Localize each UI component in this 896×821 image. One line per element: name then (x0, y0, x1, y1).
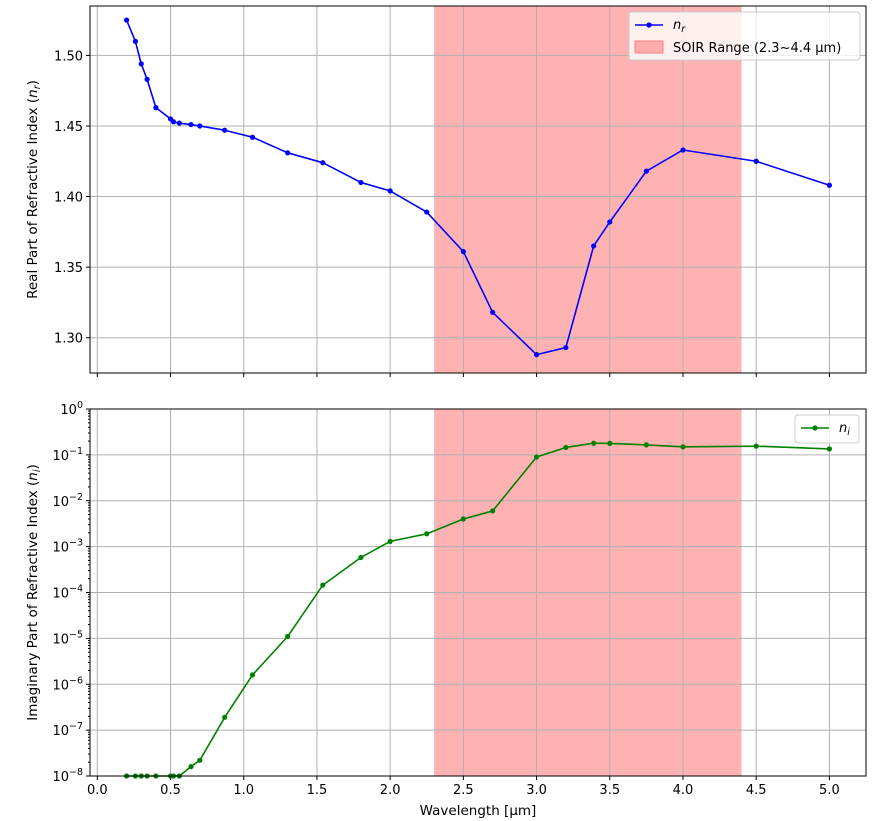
data-point (197, 757, 203, 763)
y-tick-label: 10−6 (52, 675, 83, 693)
data-point (320, 160, 326, 166)
data-point (222, 714, 228, 720)
y-tick-label: 1.35 (54, 261, 83, 276)
x-tick-label: 3.5 (599, 783, 620, 798)
data-point (424, 531, 430, 537)
legend-marker (646, 22, 652, 28)
x-tick-label: 3.0 (526, 783, 547, 798)
x-tick-label: 1.0 (233, 783, 254, 798)
data-point (680, 147, 686, 153)
soir-range-span (434, 6, 742, 373)
data-point (460, 249, 466, 255)
real-index-panel: 1.30 1.35 1.40 1.45 1.50 Real Part of Refract… (25, 5, 867, 377)
data-point (460, 516, 466, 522)
x-tick-label: 2.5 (453, 783, 474, 798)
legend: nr SOIR Range (2.3~4.4 µm) (628, 11, 861, 61)
data-point (132, 38, 138, 44)
data-point (680, 444, 686, 450)
x-tick-label: 0.5 (160, 783, 181, 798)
x-tick-label: 4.0 (673, 783, 694, 798)
y-tick-label: 10−7 (52, 721, 83, 739)
y-tick-label: 1.40 (54, 191, 83, 206)
legend-label-ni: ni (839, 421, 850, 438)
data-point (124, 17, 130, 23)
data-point (387, 188, 393, 194)
data-point (222, 127, 228, 133)
data-point (607, 440, 613, 446)
data-point (358, 554, 364, 561)
data-point (138, 61, 144, 67)
data-point (490, 508, 496, 514)
data-point (424, 209, 430, 215)
data-point (826, 182, 832, 188)
y-tick-label: 10−5 (52, 629, 83, 647)
y-tick-label: 100 (60, 400, 83, 418)
data-point (753, 158, 759, 164)
y-axis-label: Imaginary Part of Refractive Index (ni) (25, 464, 43, 721)
data-point (387, 538, 393, 544)
y-tick-label: 10−8 (52, 767, 83, 785)
x-axis-label: Wavelength [µm] (420, 803, 537, 819)
data-point (753, 443, 759, 449)
data-point (197, 123, 203, 129)
data-point (170, 119, 177, 125)
data-point (533, 454, 540, 460)
data-point (591, 243, 597, 249)
data-point (144, 76, 150, 82)
data-point (533, 352, 540, 358)
data-point (563, 444, 569, 451)
y-tick-label: 10−4 (52, 584, 83, 602)
axes-frame (89, 5, 867, 374)
data-point (249, 134, 256, 140)
y-tick-label: 10−2 (52, 492, 83, 510)
axes-frame (89, 408, 867, 777)
data-point (358, 179, 364, 186)
data-point (153, 105, 159, 111)
y-tick-label: 1.30 (54, 332, 83, 347)
data-point (285, 150, 291, 156)
data-point (643, 442, 649, 448)
x-tick-label: 4.5 (746, 783, 767, 798)
x-tick-label: 0.0 (87, 783, 108, 798)
data-point (285, 633, 291, 640)
y-tick-label: 10−1 (52, 446, 83, 464)
x-tick-label: 1.5 (307, 783, 328, 798)
x-tick-label: 2.0 (380, 783, 401, 798)
legend: ni (794, 414, 860, 444)
data-point (320, 582, 326, 588)
data-point (176, 120, 182, 126)
data-point (188, 121, 194, 128)
data-point (643, 168, 649, 174)
data-point (607, 219, 613, 225)
data-point (591, 440, 597, 446)
legend-box (794, 414, 860, 444)
y-tick-label: 1.45 (54, 120, 83, 135)
data-point (188, 764, 194, 770)
legend-label-nr: nr (673, 18, 686, 35)
data-point (490, 309, 496, 315)
legend-label-soir-range: SOIR Range (2.3~4.4 µm) (673, 41, 841, 56)
y-tick-label: 1.50 (54, 49, 83, 64)
x-tick-label: 5.0 (819, 783, 840, 798)
legend-marker (812, 425, 818, 431)
legend-box (628, 11, 861, 61)
data-point (249, 672, 256, 678)
y-axis-label: Real Part of Refractive Index (nr) (25, 80, 43, 299)
y-tick-label: 10−3 (52, 538, 83, 556)
data-point (826, 446, 832, 452)
data-point (563, 344, 569, 351)
legend-span-swatch (634, 40, 664, 54)
imaginary-index-panel: 0.0 0.5 1.0 1.5 2.0 2.5 3.0 3.5 4.0 4.5 5.0 10−8 10−… (25, 400, 867, 819)
